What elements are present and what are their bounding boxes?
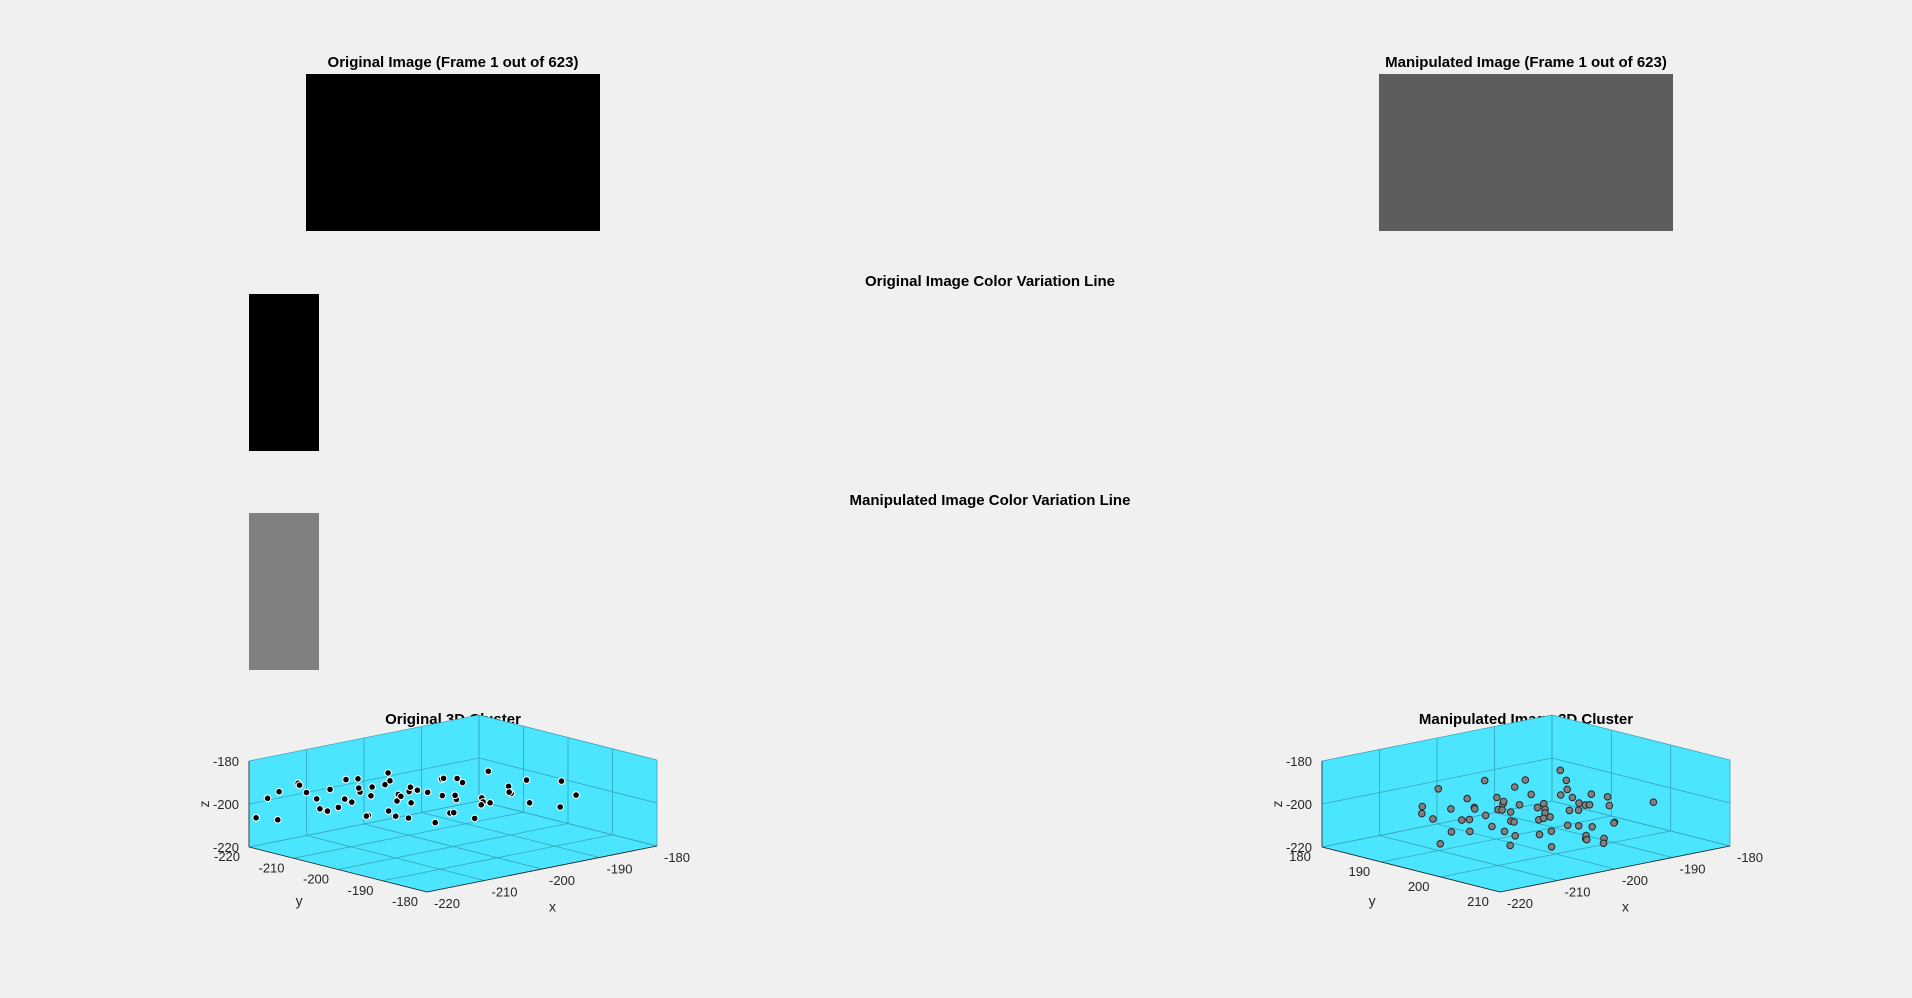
y-grid-line	[337, 823, 569, 870]
data-point	[381, 780, 389, 789]
data-point	[252, 814, 260, 822]
x-tick-label: -180	[664, 850, 690, 865]
data-point	[340, 795, 349, 803]
data-point	[295, 781, 304, 790]
data-point	[453, 774, 461, 783]
data-point	[302, 788, 311, 797]
y-tick-label: -200	[303, 872, 329, 887]
data-point	[391, 812, 400, 821]
x-tick-label: -210	[491, 885, 517, 900]
y-axis-line	[248, 846, 428, 893]
data-point	[413, 786, 422, 795]
data-point	[384, 769, 392, 777]
data-point	[484, 767, 493, 776]
original-image-title: Original Image (Frame 1 out of 623)	[327, 54, 579, 71]
data-point	[404, 814, 413, 822]
original-color-line-title: Original Image Color Variation Line	[864, 273, 1116, 290]
z-tick-label: -200	[213, 797, 239, 812]
data-point	[355, 784, 363, 792]
data-point	[354, 775, 362, 783]
data-point	[316, 805, 324, 813]
data-point	[438, 791, 447, 800]
z-grid-line	[248, 757, 658, 805]
y-grid-line	[382, 834, 613, 882]
data-point	[362, 812, 371, 820]
y-tick-label: -190	[347, 883, 373, 898]
z-grid-line	[248, 714, 658, 762]
data-point	[525, 799, 534, 807]
data-point	[348, 798, 356, 806]
manipulated-image-title: Manipulated Image (Frame 1 out of 623)	[1385, 54, 1667, 71]
manipulated-image	[1379, 74, 1673, 231]
data-point	[275, 787, 283, 796]
z-axis-label: z	[196, 801, 212, 808]
data-point	[326, 785, 334, 794]
z-tick-label: -220	[213, 840, 239, 855]
data-point	[450, 808, 458, 817]
y-grid-line	[293, 811, 524, 859]
data-point	[407, 799, 415, 807]
original-color-swatch	[249, 294, 319, 451]
z-tick-label: -180	[213, 754, 239, 769]
data-point	[342, 775, 350, 784]
data-point	[263, 794, 272, 803]
data-point	[323, 807, 332, 815]
data-point	[470, 814, 479, 823]
data-point	[397, 792, 405, 801]
x-axis-label: x	[549, 898, 556, 914]
z-grid-line	[248, 800, 658, 848]
data-point	[368, 783, 376, 791]
data-point	[458, 778, 467, 787]
data-point	[312, 795, 321, 803]
data-point	[572, 791, 580, 799]
data-point	[386, 777, 394, 785]
data-point	[367, 792, 375, 800]
y-tick-label: -180	[392, 894, 418, 909]
data-point	[274, 816, 282, 824]
x-tick-label: -190	[606, 862, 632, 877]
data-point	[486, 799, 494, 807]
y-tick-label: -210	[258, 860, 284, 875]
data-point	[439, 774, 448, 783]
data-point	[431, 818, 440, 827]
data-point	[557, 777, 566, 785]
x-tick-label: -200	[549, 873, 575, 888]
data-point	[477, 801, 486, 809]
data-point	[384, 807, 393, 815]
x-axis-line	[426, 845, 658, 893]
data-point	[406, 783, 415, 792]
data-point	[505, 788, 514, 796]
x-tick-label: -220	[434, 896, 460, 911]
original-image	[306, 74, 600, 231]
manipulated-color-swatch	[249, 513, 319, 670]
data-point	[423, 788, 432, 797]
data-point	[556, 803, 565, 811]
manipulated-color-line-title: Manipulated Image Color Variation Line	[849, 492, 1131, 509]
data-point	[522, 776, 531, 784]
y-axis-label: y	[296, 892, 303, 908]
data-point	[451, 791, 459, 800]
data-point	[334, 803, 343, 812]
y-tick-label: -220	[214, 849, 240, 864]
